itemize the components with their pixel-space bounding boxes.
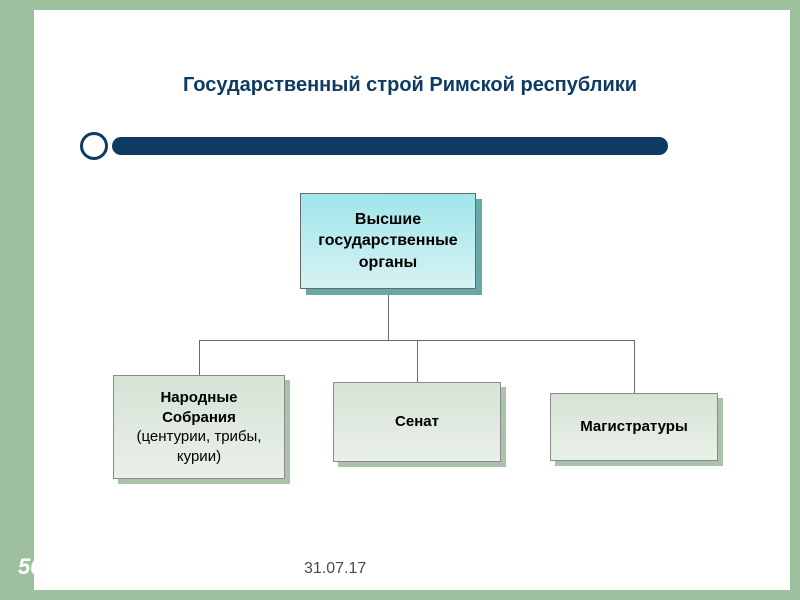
- child-box-line: Магистратуры: [580, 417, 688, 437]
- connector-drop-2: [634, 340, 635, 393]
- slide-inner: [34, 10, 790, 590]
- child-box-1: Сенат: [333, 382, 501, 462]
- child-box-0: НародныеСобрания(центурии, трибы,курии): [113, 375, 285, 479]
- child-box-content: Сенат: [395, 412, 439, 432]
- child-box-content: НародныеСобрания(центурии, трибы,курии): [137, 388, 262, 466]
- page-number: 50: [18, 554, 42, 580]
- child-box-line: Собрания: [137, 408, 262, 428]
- underline-bar: [112, 137, 668, 155]
- child-box-line: курии): [137, 447, 262, 467]
- connector-drop-1: [417, 340, 418, 382]
- connector-trunk: [388, 289, 389, 340]
- top-box-text: Высшие государственные органы: [307, 209, 469, 274]
- child-box-line: Народные: [137, 388, 262, 408]
- connector-drop-0: [199, 340, 200, 375]
- child-box-2: Магистратуры: [550, 393, 718, 461]
- slide-title: Государственный строй Римской республики: [130, 74, 690, 97]
- footer-date: 31.07.17: [304, 560, 366, 578]
- child-box-line: (центурии, трибы,: [137, 427, 262, 447]
- child-box-line: Сенат: [395, 412, 439, 432]
- top-box: Высшие государственные органы: [300, 193, 476, 289]
- child-box-content: Магистратуры: [580, 417, 688, 437]
- underline-circle: [80, 132, 108, 160]
